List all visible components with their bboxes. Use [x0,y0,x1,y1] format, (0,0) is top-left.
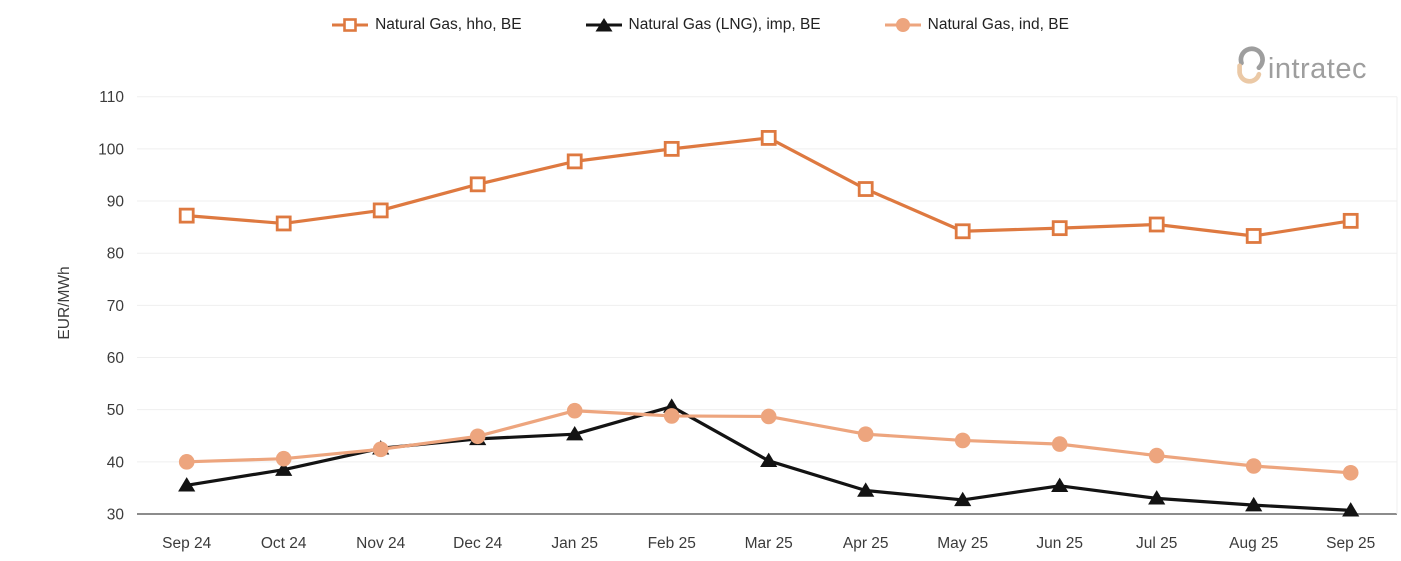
data-point-natural-gas-lng-imp-be-jul-25[interactable] [1148,490,1166,505]
data-point-natural-gas-ind-be-jul-25[interactable] [1148,447,1165,464]
data-point-natural-gas-ind-be-apr-25[interactable] [857,426,874,442]
y-tick-label-40: 40 [107,454,125,471]
x-tick-label-dec-24: Dec 24 [453,535,502,552]
data-point-natural-gas-lng-imp-be-sep-25[interactable] [1342,502,1360,517]
y-tick-label-80: 80 [107,246,125,263]
data-point-natural-gas-lng-imp-be-sep-24[interactable] [178,477,196,492]
data-point-natural-gas-hho-be-sep-24[interactable] [178,207,195,224]
y-axis-title: EUR/MWh [56,266,73,339]
data-point-natural-gas-hho-be-oct-24[interactable] [275,215,292,232]
legend-item-natural-gas-ind-be[interactable]: Natural Gas, ind, BE [884,16,1069,34]
y-tick-label-50: 50 [107,402,125,419]
data-point-natural-gas-hho-be-apr-25[interactable] [857,181,874,197]
data-point-natural-gas-hho-be-jul-25[interactable] [1148,216,1165,233]
data-point-natural-gas-hho-be-jan-25[interactable] [566,153,583,170]
data-point-natural-gas-ind-be-nov-24[interactable] [372,441,389,458]
data-point-natural-gas-lng-imp-be-jan-25[interactable] [566,425,584,441]
legend-label: Natural Gas, hho, BE [375,16,522,33]
y-tick-label-90: 90 [107,194,125,211]
series-line-natural-gas-hho-be [185,136,1353,238]
data-point-natural-gas-ind-be-jan-25[interactable] [566,402,583,419]
data-point-natural-gas-hho-be-jun-25[interactable] [1051,220,1068,237]
data-point-natural-gas-hho-be-dec-24[interactable] [469,176,486,193]
data-point-natural-gas-ind-be-sep-25[interactable] [1342,464,1359,481]
legend-label: Natural Gas, ind, BE [927,16,1069,33]
data-point-natural-gas-lng-imp-be-may-25[interactable] [954,491,972,507]
x-tick-label-jan-25: Jan 25 [551,535,598,552]
series-markers-natural-gas-hho-be [178,130,1359,244]
logo-text: intratec [1267,53,1367,85]
circle-legend-marker-icon [884,18,921,32]
y-tick-label-100: 100 [98,141,124,158]
data-point-natural-gas-ind-be-may-25[interactable] [954,432,971,449]
data-point-natural-gas-hho-be-aug-25[interactable] [1245,228,1262,244]
x-tick-label-aug-25: Aug 25 [1229,535,1278,552]
data-point-natural-gas-lng-imp-be-jun-25[interactable] [1051,477,1069,493]
x-tick-label-apr-25: Apr 25 [843,535,889,552]
x-tick-label-jun-25: Jun 25 [1036,535,1083,552]
series-markers-natural-gas-ind-be [178,402,1359,481]
data-point-natural-gas-ind-be-dec-24[interactable] [469,428,486,445]
data-point-natural-gas-lng-imp-be-aug-25[interactable] [1245,496,1263,512]
legend-item-natural-gas-lng-imp-be[interactable]: Natural Gas (LNG), imp, BE [585,16,821,34]
data-point-natural-gas-ind-be-mar-25[interactable] [760,408,777,425]
y-tick-label-110: 110 [99,89,124,106]
x-tick-label-jul-25: Jul 25 [1136,535,1177,552]
x-tick-label-may-25: May 25 [937,535,988,552]
open-square-legend-marker-icon [332,18,369,32]
data-point-natural-gas-hho-be-mar-25[interactable] [760,130,777,146]
x-tick-label-sep-24: Sep 24 [162,535,212,552]
y-tick-label-30: 30 [107,507,125,524]
x-tick-label-oct-24: Oct 24 [261,535,307,552]
intratec-logo-icon [1237,46,1265,84]
legend-label: Natural Gas (LNG), imp, BE [628,16,821,33]
data-point-natural-gas-lng-imp-be-apr-25[interactable] [857,482,875,497]
data-point-natural-gas-ind-be-jun-25[interactable] [1051,436,1068,452]
x-tick-label-sep-25: Sep 25 [1326,535,1375,552]
data-point-natural-gas-hho-be-may-25[interactable] [954,223,971,240]
data-point-natural-gas-lng-imp-be-mar-25[interactable] [760,452,778,467]
data-point-natural-gas-ind-be-oct-24[interactable] [275,450,292,467]
data-point-natural-gas-ind-be-aug-25[interactable] [1245,458,1262,474]
legend-item-natural-gas-hho-be[interactable]: Natural Gas, hho, BE [332,16,522,34]
data-point-natural-gas-lng-imp-be-oct-24[interactable] [275,461,293,476]
data-point-natural-gas-hho-be-sep-25[interactable] [1342,212,1359,229]
chart-legend: Natural Gas, hho, BE Natural Gas (LNG), i… [0,16,1401,34]
x-tick-label-mar-25: Mar 25 [745,535,793,552]
x-tick-label-nov-24: Nov 24 [356,535,405,552]
data-point-natural-gas-lng-imp-be-feb-25[interactable] [663,398,681,413]
data-point-natural-gas-ind-be-feb-25[interactable] [663,408,680,424]
data-point-natural-gas-hho-be-feb-25[interactable] [663,140,680,157]
data-point-natural-gas-ind-be-sep-24[interactable] [178,454,195,470]
y-tick-label-60: 60 [107,350,125,367]
y-tick-label-70: 70 [107,298,125,315]
x-tick-label-feb-25: Feb 25 [648,535,696,552]
data-point-natural-gas-hho-be-nov-24[interactable] [372,202,389,219]
intratec-logo: intratec [1233,42,1367,84]
triangle-legend-marker-icon [585,18,622,32]
